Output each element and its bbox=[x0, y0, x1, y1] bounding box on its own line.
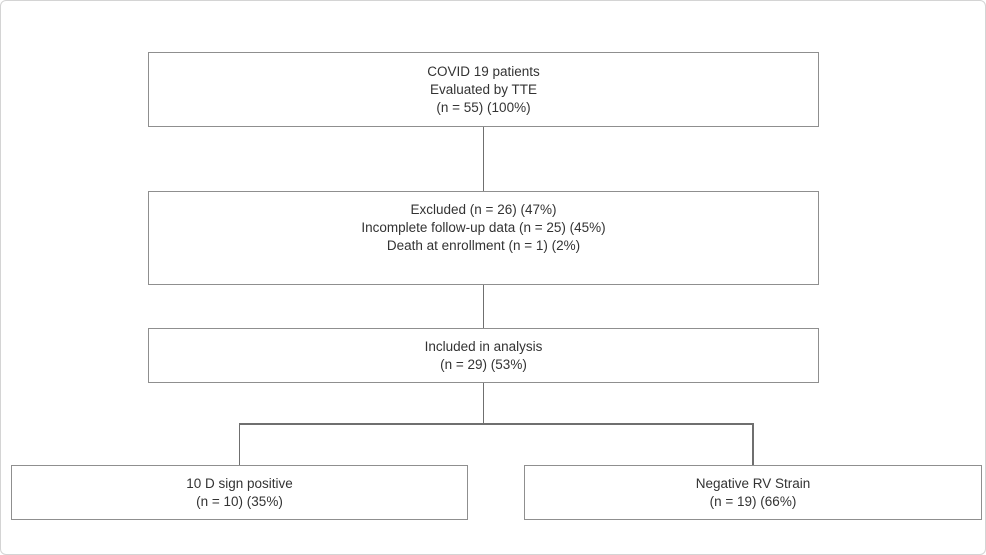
edge-excluded-to-included bbox=[482, 285, 484, 328]
edge-covid-patients-to-excluded bbox=[482, 127, 484, 191]
node-text-line: COVID 19 patients bbox=[427, 63, 540, 79]
edge-included-stem bbox=[482, 383, 484, 424]
edge-included-to-negative-rv-strain bbox=[752, 423, 754, 465]
node-text-line: (n = 19) (66%) bbox=[709, 493, 797, 509]
node-d-sign-positive: 10 D sign positive (n = 10) (35%) bbox=[11, 465, 468, 520]
node-text-line: Negative RV Strain bbox=[695, 475, 811, 491]
node-text-line: (n = 10) (35%) bbox=[196, 493, 283, 509]
node-text-line: 10 D sign positive bbox=[186, 475, 293, 491]
node-text-line: (n = 55) (100%) bbox=[436, 99, 531, 115]
node-text-line: (n = 29) (53%) bbox=[440, 356, 527, 372]
edge-branch-horizontal bbox=[238, 423, 754, 425]
node-covid-patients: COVID 19 patients Evaluated by TTE (n = … bbox=[148, 52, 819, 127]
node-text-line: Included in analysis bbox=[424, 338, 543, 354]
edge-included-to-d-sign-positive bbox=[238, 423, 240, 465]
node-text-line: Excluded (n = 26) (47%) bbox=[410, 202, 557, 217]
node-text-line: Death at enrollment (n = 1) (2%) bbox=[386, 238, 581, 253]
node-negative-rv-strain: Negative RV Strain (n = 19) (66%) bbox=[524, 465, 982, 520]
node-text-line: Incomplete follow-up data (n = 25) (45%) bbox=[361, 220, 606, 235]
node-text-line: Evaluated by TTE bbox=[429, 81, 538, 97]
node-excluded: Excluded (n = 26) (47%) Incomplete follo… bbox=[148, 191, 819, 285]
node-included-in-analysis: Included in analysis (n = 29) (53%) bbox=[148, 328, 819, 383]
